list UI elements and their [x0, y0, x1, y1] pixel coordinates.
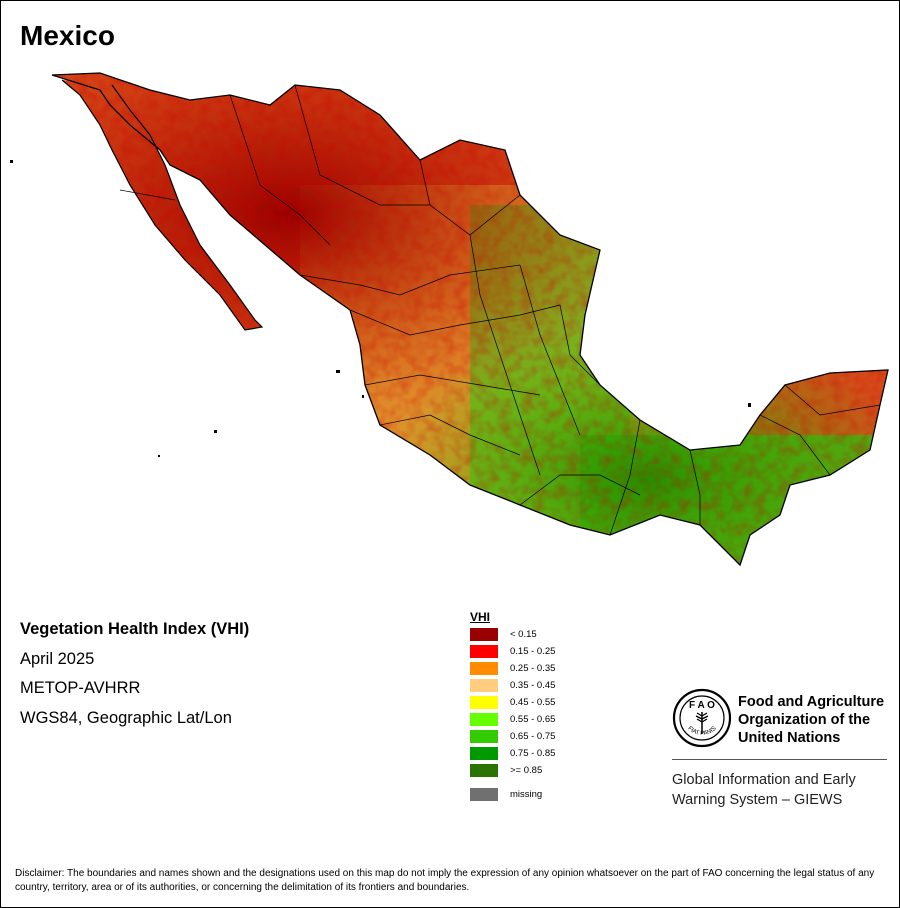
baja-coastline	[61, 79, 264, 331]
legend-item: 0.35 - 0.45	[470, 679, 555, 696]
legend-label: 0.25 - 0.35	[510, 663, 556, 674]
legend-swatch	[470, 679, 498, 692]
legend-title: VHI	[470, 610, 491, 624]
state-boundaries	[119, 84, 881, 536]
legend-item: 0.15 - 0.25	[470, 645, 555, 662]
legend-swatch	[470, 645, 498, 658]
legend-item-missing: missing	[470, 788, 542, 805]
vhi-map	[10, 72, 889, 567]
index-name: Vegetation Health Index (VHI)	[20, 620, 250, 638]
sensor: METOP-AVHRR	[20, 679, 141, 697]
legend-item: 0.25 - 0.35	[470, 662, 555, 679]
divider	[672, 759, 887, 760]
legend-item: >= 0.85	[470, 764, 542, 781]
legend-swatch	[470, 730, 498, 743]
country-outline	[51, 72, 889, 567]
projection: WGS84, Geographic Lat/Lon	[20, 708, 232, 727]
legend-label: missing	[510, 789, 543, 800]
legend-item: < 0.15	[470, 628, 537, 645]
organization-name-line: Organization of the	[738, 712, 871, 728]
logo-motto: FIAT PANIS	[686, 726, 717, 737]
legend-item: 0.75 - 0.85	[470, 747, 555, 764]
legend-label: < 0.15	[510, 629, 537, 640]
organization-name-line: Food and Agriculture	[738, 694, 885, 710]
legend-label: 0.45 - 0.55	[510, 697, 556, 708]
legend-label: 0.65 - 0.75	[510, 731, 556, 742]
disclaimer: Disclaimer: The boundaries and names sho…	[15, 868, 875, 893]
legend-swatch	[470, 788, 498, 801]
system-name-line: Warning System – GIEWS	[672, 791, 843, 808]
organization-name: Food and Agriculture Organization of the…	[738, 693, 884, 747]
legend: VHI < 0.15 0.15 - 0.25 0.25 - 0.35 0.35 …	[470, 610, 555, 805]
legend-swatch	[470, 747, 498, 760]
vhi-raster	[52, 73, 888, 565]
legend-swatch	[470, 628, 498, 641]
legend-label: 0.55 - 0.65	[510, 714, 556, 725]
legend-swatch	[470, 713, 498, 726]
legend-item: 0.45 - 0.55	[470, 696, 555, 713]
legend-label: >= 0.85	[510, 765, 543, 776]
period: April 2025	[20, 649, 95, 668]
organization-name-line: United Nations	[738, 730, 841, 746]
svg-text:F A O: F A O	[689, 700, 715, 711]
islands	[10, 160, 751, 457]
legend-label: 0.15 - 0.25	[510, 646, 556, 657]
legend-swatch	[470, 662, 498, 675]
legend-item: 0.65 - 0.75	[470, 730, 555, 747]
map-info: Vegetation Health Index (VHI) April 2025…	[20, 615, 249, 733]
legend-label: 0.75 - 0.85	[510, 748, 556, 759]
legend-swatch	[470, 764, 498, 777]
map-title: Mexico	[20, 20, 115, 51]
fao-logo: F A O FIAT PANIS	[672, 688, 732, 748]
legend-label: 0.35 - 0.45	[510, 680, 556, 691]
system-name-line: Global Information and Early	[672, 772, 856, 788]
system-name: Global Information and Early Warning Sys…	[672, 771, 856, 810]
legend-item: 0.55 - 0.65	[470, 713, 555, 730]
legend-swatch	[470, 696, 498, 709]
